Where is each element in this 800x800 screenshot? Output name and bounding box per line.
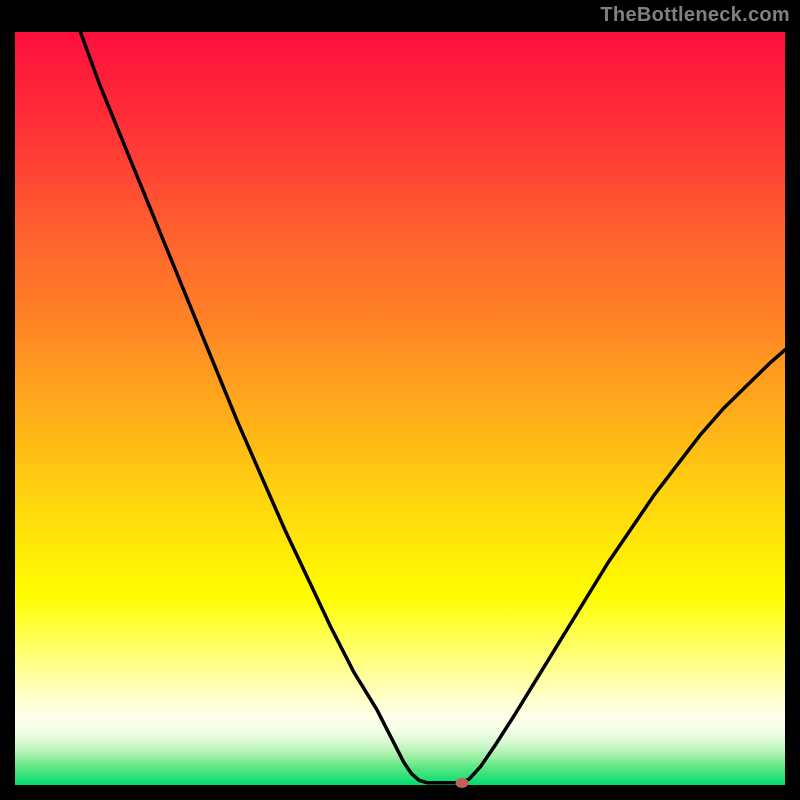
- plot-area: [15, 32, 785, 785]
- current-config-marker: [455, 778, 468, 788]
- bottleneck-curve: [15, 32, 785, 785]
- curve-path: [80, 32, 785, 783]
- watermark-text: TheBottleneck.com: [600, 4, 790, 27]
- chart-frame: TheBottleneck.com: [0, 0, 800, 800]
